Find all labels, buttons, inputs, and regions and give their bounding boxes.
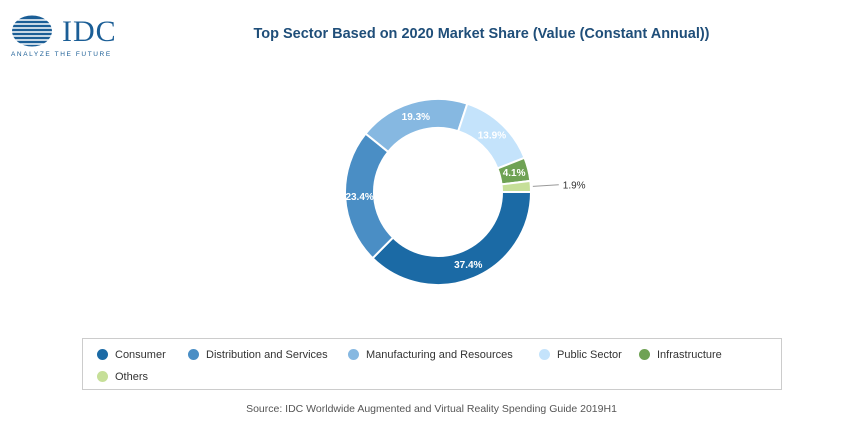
legend-label: Infrastructure — [657, 349, 722, 361]
legend-item-consumer[interactable]: Consumer — [97, 349, 166, 361]
data-label-infrastructure: 4.1% — [503, 168, 526, 179]
legend-marker-consumer — [97, 349, 108, 360]
globe-icon — [10, 15, 54, 47]
data-label-others: 1.9% — [563, 180, 586, 191]
data-label-distribution-and-services: 23.4% — [345, 192, 373, 203]
idc-logo: IDC ANALYZE THE FUTURE — [10, 14, 120, 58]
logo-wordmark: IDC — [62, 15, 117, 48]
chart-legend: Consumer Distribution and Services Manufac… — [82, 338, 782, 390]
legend-marker-distribution-and-services — [188, 349, 199, 360]
data-label-public-sector: 13.9% — [478, 130, 506, 141]
legend-marker-manufacturing-and-resources — [348, 349, 359, 360]
slice-others[interactable] — [500, 179, 533, 193]
chart-title: Top Sector Based on 2020 Market Share (V… — [253, 26, 710, 42]
legend-marker-infrastructure — [639, 349, 650, 360]
legend-label: Others — [115, 371, 149, 383]
source-note: Source: IDC Worldwide Augmented and Virt… — [246, 403, 617, 415]
legend-item-distribution-and-services[interactable]: Distribution and Services — [188, 349, 328, 361]
legend-item-public-sector[interactable]: Public Sector — [539, 349, 622, 361]
legend-item-manufacturing-and-resources[interactable]: Manufacturing and Resources — [348, 349, 513, 361]
data-label-consumer: 37.4% — [454, 260, 482, 271]
slice-consumer[interactable] — [371, 191, 533, 286]
slice-manufacturing-and-resources[interactable] — [364, 98, 469, 154]
logo-tagline: ANALYZE THE FUTURE — [11, 51, 112, 58]
legend-label: Distribution and Services — [206, 349, 328, 361]
legend-label: Manufacturing and Resources — [366, 349, 513, 361]
data-label-manufacturing-and-resources: 19.3% — [402, 112, 430, 123]
legend-label: Public Sector — [557, 349, 622, 361]
legend-marker-others — [97, 371, 108, 382]
legend-item-others[interactable]: Others — [97, 371, 148, 383]
legend-marker-public-sector — [539, 349, 550, 360]
legend-item-infrastructure[interactable]: Infrastructure — [639, 349, 722, 361]
legend-label: Consumer — [115, 349, 166, 361]
leader-line-others — [532, 184, 559, 187]
